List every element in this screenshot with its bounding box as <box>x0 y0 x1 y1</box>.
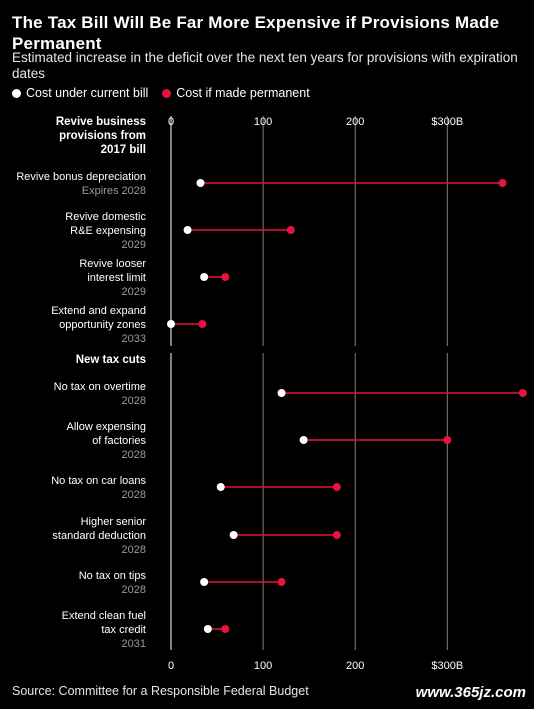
row-expiry: 2028 <box>122 395 146 407</box>
permanent-dot <box>498 179 507 187</box>
current-dot <box>299 436 308 444</box>
row-expiry: 2028 <box>122 449 146 461</box>
legend-item-current: Cost under current bill <box>12 86 148 100</box>
row-label: of factories <box>92 435 146 447</box>
row-expiry: 2028 <box>122 544 146 556</box>
row-label: opportunity zones <box>59 319 146 331</box>
chart-subtitle: Estimated increase in the deficit over t… <box>12 50 518 81</box>
source-note: Source: Committee for a Responsible Fede… <box>12 684 309 698</box>
row-label: Revive looser <box>79 258 146 270</box>
watermark: www.365jz.com <box>415 684 526 701</box>
row-label: Extend and expand <box>51 305 146 317</box>
permanent-dot <box>332 483 341 491</box>
row-label: tax credit <box>101 624 146 636</box>
row-label: interest limit <box>87 272 146 284</box>
permanent-dot <box>221 273 230 281</box>
row-expiry: 2029 <box>122 239 146 251</box>
permanent-dot <box>332 531 341 539</box>
red-dot-icon <box>162 88 172 98</box>
legend-label-current: Cost under current bill <box>26 86 149 100</box>
row-expiry: 2028 <box>122 489 146 501</box>
row-label: Higher senior <box>81 516 147 528</box>
permanent-dot <box>286 226 295 234</box>
row-label: Revive domestic <box>65 211 146 223</box>
x-tick-label-bottom-300: $300B <box>431 660 463 672</box>
row-expiry: Expires 2028 <box>82 185 146 197</box>
permanent-dot <box>198 320 207 328</box>
permanent-dot <box>518 389 527 397</box>
white-dot-icon <box>12 88 21 98</box>
row-label: Allow expensing <box>67 421 147 433</box>
x-tick-label-top-300: $300B <box>431 116 463 128</box>
section-title: New tax cuts <box>76 354 146 366</box>
current-dot <box>200 273 209 281</box>
current-dot <box>229 531 238 539</box>
section-title: provisions from <box>59 130 146 142</box>
current-dot <box>203 625 212 633</box>
current-dot <box>200 578 209 586</box>
permanent-dot <box>443 436 452 444</box>
section-title: 2017 bill <box>101 144 146 156</box>
row-label: standard deduction <box>52 530 146 542</box>
x-tick-label-bottom-200: 200 <box>346 660 364 672</box>
chart-title: The Tax Bill Will Be Far More Expensive … <box>12 13 500 53</box>
current-dot <box>183 226 192 234</box>
row-expiry: 2031 <box>122 638 146 650</box>
current-dot <box>167 320 175 328</box>
row-label: No tax on tips <box>79 570 147 582</box>
permanent-dot <box>221 625 230 633</box>
legend: Cost under current bill Cost if made per… <box>12 86 310 100</box>
row-label: No tax on car loans <box>51 475 146 487</box>
current-dot <box>196 179 205 187</box>
x-tick-label-top-0: 0 <box>168 116 174 128</box>
row-label: Extend clean fuel <box>62 610 146 622</box>
current-dot <box>277 389 286 397</box>
legend-label-permanent: Cost if made permanent <box>176 86 310 100</box>
x-tick-label-bottom-0: 0 <box>168 660 174 672</box>
permanent-dot <box>277 578 286 586</box>
x-tick-label-bottom-100: 100 <box>254 660 272 672</box>
section-title: Revive business <box>56 116 146 128</box>
row-label: R&E expensing <box>70 225 146 237</box>
row-expiry: 2033 <box>122 333 146 345</box>
x-tick-label-top-200: 200 <box>346 116 364 128</box>
row-expiry: 2028 <box>122 584 146 596</box>
legend-item-permanent: Cost if made permanent <box>162 86 310 100</box>
current-dot <box>216 483 225 491</box>
row-label: Revive bonus depreciation <box>16 171 146 183</box>
row-label: No tax on overtime <box>54 381 146 393</box>
x-tick-label-top-100: 100 <box>254 116 272 128</box>
row-expiry: 2029 <box>122 286 146 298</box>
